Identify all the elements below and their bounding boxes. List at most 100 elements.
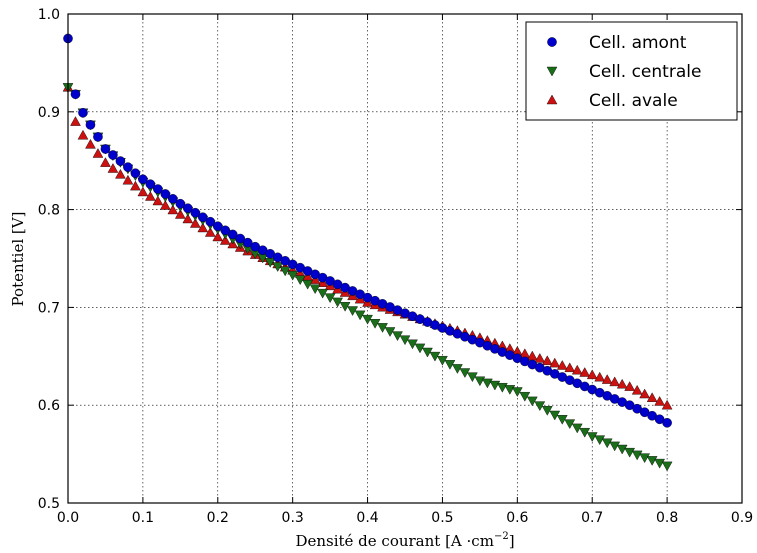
data-point xyxy=(474,376,486,387)
data-point xyxy=(182,213,194,224)
legend-box xyxy=(525,21,738,121)
data-point xyxy=(504,385,516,395)
data-point xyxy=(85,138,96,149)
data-point xyxy=(616,378,628,389)
data-point xyxy=(242,237,253,248)
data-point xyxy=(534,353,546,363)
x-axis-ticks: 0.0 0.1 0.2 0.3 0.4 0.5 0.6 0.7 0.8 0.9 xyxy=(57,14,753,526)
data-point xyxy=(654,396,665,406)
data-point xyxy=(609,441,621,452)
data-point xyxy=(661,461,673,472)
data-point xyxy=(631,450,643,461)
data-point xyxy=(85,120,96,130)
legend-label: Cell. amont xyxy=(589,33,687,53)
data-point xyxy=(100,157,111,167)
data-point xyxy=(70,116,81,126)
data-point xyxy=(654,458,665,469)
x-tick-label: 0.3 xyxy=(282,510,304,526)
data-point xyxy=(616,444,628,455)
data-point xyxy=(190,207,201,218)
y-tick-label: 0.9 xyxy=(38,105,60,121)
data-point xyxy=(586,369,598,380)
data-point xyxy=(115,156,126,166)
data-point xyxy=(130,168,141,179)
x-axis-title-exponent: −2 xyxy=(494,531,509,542)
x-tick-label: 0.0 xyxy=(57,510,79,526)
data-point xyxy=(115,168,126,179)
legend: Cell. amont Cell. centrale Cell. avale xyxy=(525,21,738,121)
y-tick-label: 0.8 xyxy=(38,203,60,219)
y-tick-label: 0.5 xyxy=(38,496,60,512)
data-point xyxy=(145,179,156,189)
data-point xyxy=(601,438,613,449)
x-tick-label: 0.8 xyxy=(656,510,678,526)
data-point xyxy=(235,233,246,244)
data-point xyxy=(482,378,493,389)
data-point xyxy=(204,227,216,237)
data-point xyxy=(609,376,621,387)
data-point xyxy=(220,225,231,236)
y-axis-ticks: 0.5 0.6 0.7 0.8 0.9 1.0 xyxy=(38,7,742,512)
data-point xyxy=(107,163,119,173)
x-tick-label: 0.1 xyxy=(132,510,154,526)
y-axis-title: Potentiel [V] xyxy=(9,212,27,307)
data-point xyxy=(183,203,193,214)
y-tick-label: 0.7 xyxy=(38,300,60,316)
data-point xyxy=(549,357,561,368)
legend-marker xyxy=(547,37,557,47)
data-point xyxy=(497,383,508,393)
data-point xyxy=(661,399,673,410)
data-point xyxy=(227,229,238,240)
series-triangle-down xyxy=(62,83,673,472)
data-point xyxy=(646,456,658,466)
data-point xyxy=(174,209,186,219)
data-point xyxy=(601,374,613,384)
data-point xyxy=(100,144,111,154)
data-point xyxy=(93,132,103,142)
data-point xyxy=(631,384,643,395)
legend-marker xyxy=(546,94,558,105)
data-point xyxy=(541,355,553,365)
data-point xyxy=(70,89,81,99)
x-tick-label: 0.5 xyxy=(431,510,453,526)
data-point xyxy=(624,381,636,391)
data-point xyxy=(123,162,133,172)
data-point xyxy=(205,216,216,227)
data-point xyxy=(78,107,88,118)
data-point xyxy=(219,235,231,245)
data-point xyxy=(108,150,118,160)
x-axis-title: Densité de courant [A ·cm−2] xyxy=(295,531,514,550)
data-point xyxy=(662,418,672,428)
data-point xyxy=(137,186,149,197)
legend-marker xyxy=(546,66,558,77)
y-tick-label: 0.6 xyxy=(38,398,60,414)
legend-label: Cell. avale xyxy=(589,91,678,111)
data-point xyxy=(197,212,208,223)
x-axis-title-suffix: ] xyxy=(509,532,515,550)
data-point xyxy=(92,148,104,158)
data-point xyxy=(212,221,223,232)
data-point xyxy=(77,129,89,140)
data-point xyxy=(646,392,658,402)
x-tick-label: 0.2 xyxy=(207,510,229,526)
data-point xyxy=(122,174,134,185)
data-point xyxy=(212,231,224,242)
legend-label: Cell. centrale xyxy=(589,62,701,82)
data-point xyxy=(153,184,163,194)
data-point xyxy=(175,198,186,209)
data-point xyxy=(189,218,201,228)
data-point xyxy=(579,367,591,377)
plot-frame xyxy=(67,13,743,504)
x-tick-label: 0.4 xyxy=(356,510,378,526)
x-tick-label: 0.7 xyxy=(581,510,603,526)
data-point xyxy=(160,200,171,210)
data-point xyxy=(489,380,501,391)
data-point xyxy=(594,371,606,382)
series-layer xyxy=(62,33,673,472)
data-point xyxy=(571,364,583,375)
y-tick-label: 1.0 xyxy=(38,7,60,23)
data-point xyxy=(168,194,178,204)
data-point xyxy=(152,195,164,206)
data-point xyxy=(564,362,576,373)
